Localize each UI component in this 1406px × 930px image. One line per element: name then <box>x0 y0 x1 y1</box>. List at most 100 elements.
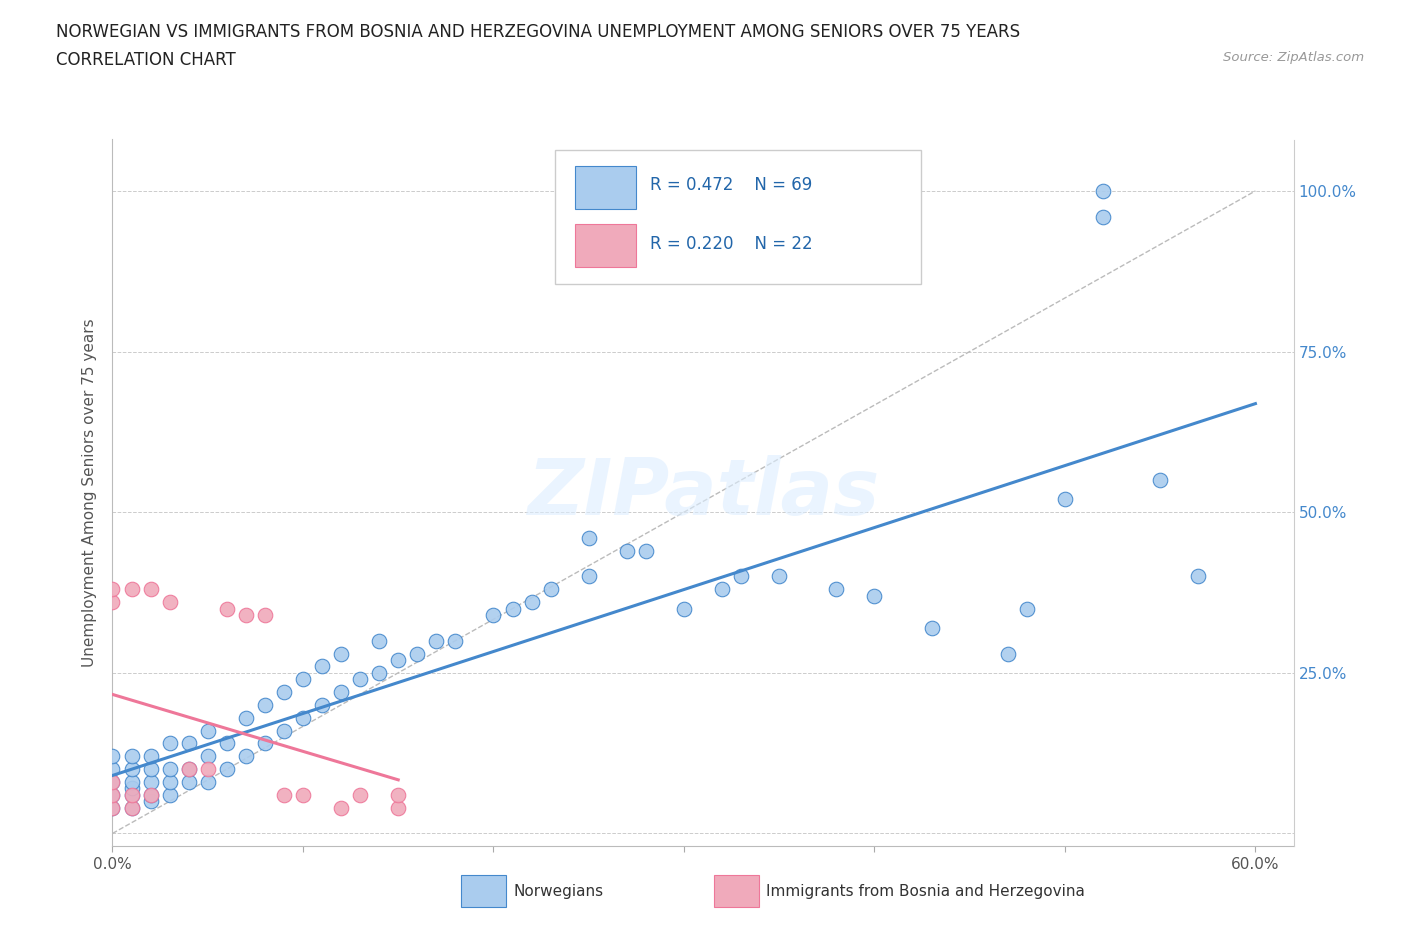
Point <box>121 749 143 764</box>
Point <box>215 762 238 777</box>
Point <box>139 788 162 803</box>
Point <box>406 646 429 661</box>
Point <box>273 724 295 738</box>
Point <box>215 736 238 751</box>
Point <box>330 801 353 816</box>
Point <box>101 762 124 777</box>
Point <box>768 569 790 584</box>
Point <box>101 775 124 790</box>
Point <box>863 589 886 604</box>
Point <box>101 582 124 597</box>
Point <box>197 762 219 777</box>
Point <box>121 801 143 816</box>
Text: Immigrants from Bosnia and Herzegovina: Immigrants from Bosnia and Herzegovina <box>766 884 1085 899</box>
Point <box>311 659 333 674</box>
FancyBboxPatch shape <box>575 224 636 268</box>
Point <box>387 788 409 803</box>
Point <box>387 653 409 668</box>
Point <box>520 594 543 609</box>
Point <box>330 646 353 661</box>
Point <box>235 607 257 622</box>
Point <box>197 724 219 738</box>
Text: CORRELATION CHART: CORRELATION CHART <box>56 51 236 69</box>
Point <box>235 749 257 764</box>
Point <box>730 569 752 584</box>
Point <box>349 788 371 803</box>
Point <box>159 736 181 751</box>
Point <box>101 594 124 609</box>
Point <box>253 607 276 622</box>
Point <box>177 762 200 777</box>
Point <box>273 788 295 803</box>
Point <box>540 582 562 597</box>
Point <box>291 671 314 686</box>
Point <box>177 762 200 777</box>
Y-axis label: Unemployment Among Seniors over 75 years: Unemployment Among Seniors over 75 years <box>82 319 97 667</box>
Text: Norwegians: Norwegians <box>513 884 603 899</box>
Point <box>215 601 238 616</box>
Point <box>672 601 695 616</box>
Point <box>634 543 657 558</box>
Point <box>101 749 124 764</box>
Point <box>121 801 143 816</box>
Point <box>387 801 409 816</box>
Point <box>425 633 447 648</box>
Point <box>121 788 143 803</box>
Point <box>368 633 391 648</box>
Point <box>101 788 124 803</box>
Point <box>121 762 143 777</box>
Point <box>159 594 181 609</box>
Point <box>139 582 162 597</box>
Text: R = 0.220    N = 22: R = 0.220 N = 22 <box>650 235 813 253</box>
Point <box>616 543 638 558</box>
Point <box>291 788 314 803</box>
Point <box>482 607 505 622</box>
Point <box>121 775 143 790</box>
Point <box>253 698 276 712</box>
Point <box>177 736 200 751</box>
Point <box>997 646 1019 661</box>
Point <box>197 775 219 790</box>
Point <box>330 684 353 699</box>
Point <box>121 781 143 796</box>
Point <box>139 762 162 777</box>
Point <box>1092 209 1115 224</box>
Point <box>101 775 124 790</box>
Text: NORWEGIAN VS IMMIGRANTS FROM BOSNIA AND HERZEGOVINA UNEMPLOYMENT AMONG SENIORS O: NORWEGIAN VS IMMIGRANTS FROM BOSNIA AND … <box>56 23 1021 41</box>
Text: R = 0.472    N = 69: R = 0.472 N = 69 <box>650 177 813 194</box>
Point <box>253 736 276 751</box>
Point <box>101 788 124 803</box>
Point <box>1187 569 1209 584</box>
Point <box>197 749 219 764</box>
Point <box>159 762 181 777</box>
Point <box>311 698 333 712</box>
Point <box>825 582 848 597</box>
Point <box>139 788 162 803</box>
Point <box>444 633 467 648</box>
Point <box>159 788 181 803</box>
Point <box>349 671 371 686</box>
Point <box>1092 183 1115 198</box>
Point <box>921 620 943 635</box>
Point <box>159 775 181 790</box>
Point <box>711 582 734 597</box>
Point <box>1149 472 1171 487</box>
FancyBboxPatch shape <box>555 150 921 285</box>
Point <box>368 665 391 680</box>
Point <box>578 530 600 545</box>
Point <box>121 788 143 803</box>
Text: Source: ZipAtlas.com: Source: ZipAtlas.com <box>1223 51 1364 64</box>
Point <box>139 775 162 790</box>
Point <box>101 801 124 816</box>
Text: ZIPatlas: ZIPatlas <box>527 455 879 531</box>
Point <box>1015 601 1038 616</box>
Point <box>139 794 162 809</box>
Point <box>235 711 257 725</box>
Point <box>1053 492 1076 507</box>
Point <box>139 749 162 764</box>
FancyBboxPatch shape <box>575 166 636 208</box>
Point <box>101 801 124 816</box>
Point <box>578 569 600 584</box>
Point <box>291 711 314 725</box>
Point <box>502 601 524 616</box>
